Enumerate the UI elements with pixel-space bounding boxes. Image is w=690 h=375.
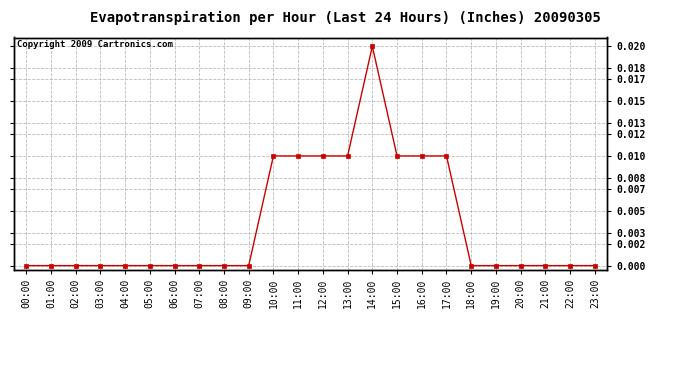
Text: Copyright 2009 Cartronics.com: Copyright 2009 Cartronics.com — [17, 40, 172, 49]
Text: Evapotranspiration per Hour (Last 24 Hours) (Inches) 20090305: Evapotranspiration per Hour (Last 24 Hou… — [90, 11, 600, 26]
